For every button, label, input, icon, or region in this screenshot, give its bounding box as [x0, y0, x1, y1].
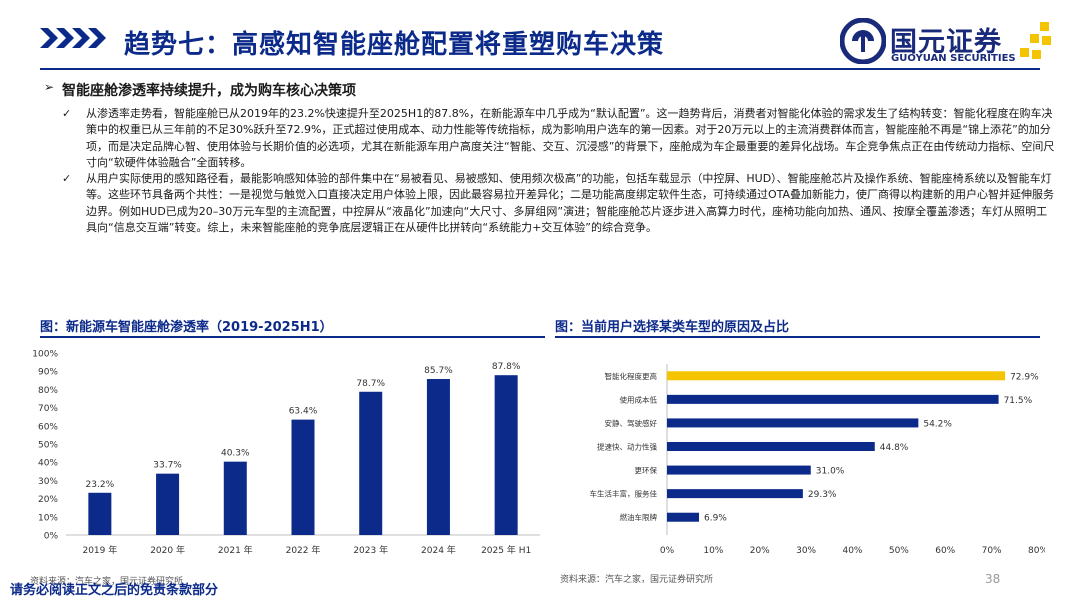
- data-label: 44.8%: [880, 443, 909, 453]
- bar: [667, 442, 875, 451]
- data-label: 85.7%: [424, 366, 453, 376]
- x-tick-label: 30%: [796, 546, 816, 556]
- page-number: 38: [985, 572, 1001, 586]
- logo-mark-icon: [840, 18, 886, 64]
- data-label: 6.9%: [704, 514, 727, 524]
- y-tick-label: 30%: [38, 477, 58, 487]
- bar: [88, 492, 112, 535]
- y-tick-label: 100%: [32, 350, 58, 360]
- data-label: 29.3%: [808, 490, 837, 500]
- header-divider: [40, 68, 1040, 70]
- y-tick-label: 燃油车限牌: [620, 512, 658, 522]
- x-tick-label: 40%: [842, 546, 862, 556]
- y-tick-label: 60%: [38, 422, 58, 432]
- bar: [667, 371, 1006, 381]
- check-icon: ✓: [62, 107, 72, 120]
- disclaimer-text: 请务必阅读正文之后的免责条款部分: [10, 583, 219, 598]
- x-tick-label: 2019 年: [82, 544, 117, 556]
- bar: [156, 473, 180, 535]
- bar: [494, 375, 518, 535]
- bar: [667, 465, 811, 475]
- x-tick-label: 0%: [660, 546, 675, 556]
- left-chart-divider: [40, 336, 545, 338]
- x-tick-label: 10%: [703, 546, 723, 556]
- logo-squares-icon: [1020, 22, 1051, 59]
- section-heading: ➢ 智能座舱渗透率持续提升，成为购车核心决策项: [44, 80, 356, 100]
- data-label: 33.7%: [153, 461, 182, 471]
- right-chart-source: 资料来源：汽车之家，国元证券研究所: [560, 575, 714, 585]
- bar: [667, 512, 699, 522]
- bullet-text: 从渗透率走势看，智能座舱已从2019年的23.2%快速提升至2025H1的87.…: [86, 107, 1055, 170]
- penetration-bar-chart: 0% 10% 20% 30% 40% 50% 60% 70% 80% 90% 100% 23.2% 20…: [32, 350, 540, 556]
- left-chart-caption: 图：新能源车智能座舱渗透率（2019-2025H1）: [40, 320, 333, 335]
- y-tick-label: 车生活丰富，服务佳: [590, 489, 658, 499]
- y-tick-label: 0%: [44, 532, 59, 542]
- x-tick-label: 20%: [750, 546, 770, 556]
- check-icon: ✓: [62, 172, 72, 185]
- y-tick-label: 80%: [38, 386, 58, 396]
- bar: [223, 461, 247, 535]
- right-chart-caption: 图：当前用户选择某类车型的原因及占比: [555, 320, 790, 335]
- bullet-text: 从用户实际使用的感知路径看，最能影响感知体验的部件集中在“易被看见、易被感知、使…: [86, 172, 1055, 235]
- data-label: 54.2%: [923, 419, 952, 429]
- data-label: 31.0%: [816, 467, 845, 477]
- arrow-bullet-icon: ➢: [44, 80, 55, 94]
- chevron-right-icon: [40, 28, 106, 48]
- data-label: 72.9%: [1010, 372, 1039, 382]
- x-tick-label: 2024 年: [421, 544, 456, 556]
- data-label: 78.7%: [356, 379, 385, 389]
- bar: [667, 394, 999, 404]
- y-tick-label: 提速快、动力性强: [597, 442, 657, 452]
- left-chart-source: 资料来源：汽车之家，国元证券研究所: [30, 577, 184, 587]
- y-tick-label: 更环保: [635, 466, 658, 475]
- bar: [359, 391, 383, 535]
- bar: [291, 419, 315, 535]
- logo-text-en: GUOYUAN SECURITIES: [891, 53, 1016, 64]
- bullet-paragraph-2: ✓ 从用户实际使用的感知路径看，最能影响感知体验的部件集中在“易被看见、易被感知…: [62, 171, 1056, 237]
- x-tick-label: 2025 年 H1: [481, 544, 531, 556]
- reason-bar-chart: 0% 10% 20% 30% 40% 50% 60% 70% 80% 72.9% 智能化程度更高 71…: [590, 364, 1045, 556]
- x-tick-label: 2023 年: [353, 544, 388, 556]
- section-heading-text: 智能座舱渗透率持续提升，成为购车核心决策项: [62, 83, 356, 99]
- y-tick-label: 50%: [38, 441, 58, 451]
- data-label: 40.3%: [221, 449, 250, 459]
- company-logo: 国元证券 GUOYUAN SECURITIES: [840, 18, 1060, 68]
- bar: [426, 379, 450, 535]
- y-tick-label: 90%: [38, 368, 58, 378]
- y-tick-label: 安静、驾驶感好: [605, 418, 658, 428]
- y-tick-label: 20%: [38, 495, 58, 505]
- data-label: 23.2%: [86, 480, 115, 490]
- logo-text-cn: 国元证券: [890, 27, 1002, 58]
- x-tick-label: 80%: [1028, 546, 1045, 556]
- x-tick-label: 70%: [982, 546, 1002, 556]
- data-label: 71.5%: [1004, 396, 1033, 406]
- x-tick-label: 60%: [935, 546, 955, 556]
- bar: [667, 489, 803, 499]
- data-label: 63.4%: [289, 407, 318, 417]
- x-tick-label: 2022 年: [286, 544, 321, 556]
- data-label: 87.8%: [492, 362, 521, 372]
- y-tick-label: 使用成本低: [620, 394, 658, 404]
- y-tick-label: 70%: [38, 404, 58, 414]
- bar: [667, 418, 919, 428]
- y-tick-label: 10%: [38, 513, 58, 523]
- bullet-paragraph-1: ✓ 从渗透率走势看，智能座舱已从2019年的23.2%快速提升至2025H1的8…: [62, 106, 1056, 172]
- page-title: 趋势七：高感知智能座舱配置将重塑购车决策: [124, 30, 665, 60]
- y-tick-label: 40%: [38, 459, 58, 469]
- y-tick-label: 智能化程度更高: [605, 371, 658, 381]
- x-tick-label: 2021 年: [218, 544, 253, 556]
- right-chart-divider: [555, 336, 1040, 338]
- x-tick-label: 2020 年: [150, 544, 185, 556]
- x-tick-label: 50%: [889, 546, 909, 556]
